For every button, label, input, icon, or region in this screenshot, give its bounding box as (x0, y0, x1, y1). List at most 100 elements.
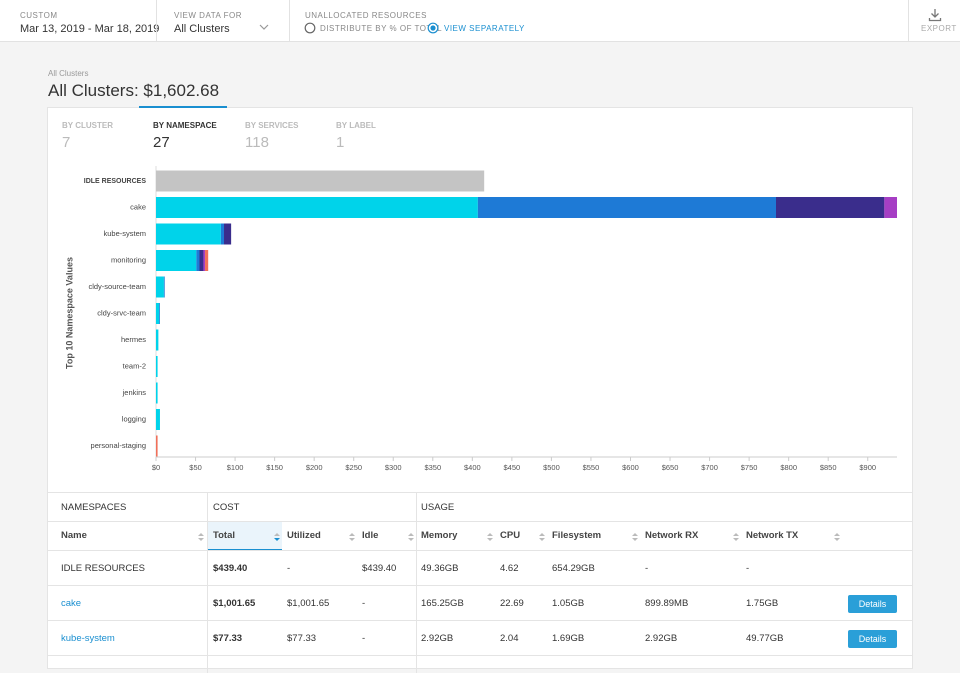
x-tick-label: $500 (543, 463, 560, 472)
table: NAMESPACES COST USAGE Name Total Utilized Idle… (47, 492, 912, 673)
bar-segment (159, 303, 160, 324)
cell: $77.33 (213, 633, 243, 644)
column-header[interactable]: Network RX (645, 530, 699, 541)
sort-icon[interactable] (486, 532, 494, 542)
y-tick-label: personal-staging (91, 441, 146, 450)
cell: 654.29GB (552, 563, 595, 574)
bar-segment (884, 197, 897, 218)
tab-count[interactable]: 7 (62, 134, 71, 151)
x-tick-label: $250 (345, 463, 362, 472)
cell: $77.33 (287, 633, 317, 644)
group-header: NAMESPACES (61, 502, 127, 513)
row-name[interactable]: cake (61, 598, 82, 609)
bar-segment (156, 250, 197, 271)
tab-label[interactable]: BY SERVICES (245, 121, 299, 130)
bar-segment (156, 329, 159, 351)
cell: 4.62 (500, 563, 519, 574)
cell: 22.69 (500, 598, 524, 609)
sort-icon[interactable] (348, 532, 356, 542)
sort-icon[interactable] (538, 532, 546, 542)
cell: - (746, 563, 750, 574)
bar-segment (156, 197, 478, 218)
radio-label[interactable]: VIEW SEPARATELY (444, 24, 525, 33)
bar-segment (156, 276, 164, 298)
tab-label[interactable]: BY LABEL (336, 121, 376, 130)
column-header[interactable]: Idle (362, 530, 379, 541)
toolbar: CUSTOM Mar 13, 2019 - Mar 18, 2019 VIEW … (0, 0, 960, 42)
row-name[interactable]: kube-system (61, 633, 115, 644)
range-label: CUSTOM (20, 11, 58, 20)
row-divider (47, 585, 912, 586)
bar-segment (220, 223, 225, 245)
sort-icon[interactable] (732, 532, 740, 542)
view-select[interactable]: All Clusters (174, 23, 230, 35)
x-tick-label: $400 (464, 463, 481, 472)
bar-segment (477, 197, 777, 218)
bar-segment (224, 223, 232, 245)
sort-icon[interactable] (631, 532, 639, 542)
bar-segment (156, 170, 485, 192)
column-header[interactable]: Utilized (287, 530, 321, 541)
tab-label[interactable]: BY CLUSTER (62, 121, 113, 130)
x-tick-label: $300 (385, 463, 402, 472)
sort-icon[interactable] (407, 532, 415, 542)
column-header[interactable]: CPU (500, 530, 521, 541)
group-header: USAGE (421, 502, 455, 513)
tab-count[interactable]: 1 (336, 134, 345, 151)
column-header[interactable]: Memory (421, 530, 458, 541)
bar-segment (156, 303, 160, 324)
bar-segment (156, 435, 158, 457)
page-title: All Clusters: $1,602.68 (48, 81, 220, 100)
row-divider (47, 655, 912, 656)
column-header[interactable]: Name (61, 530, 87, 541)
bar-segment (199, 250, 204, 271)
x-tick-label: $650 (662, 463, 679, 472)
view-label: VIEW DATA FOR (174, 11, 242, 20)
date-range[interactable]: Mar 13, 2019 - Mar 18, 2019 (20, 23, 160, 35)
y-tick-label: kube-system (103, 229, 146, 238)
sort-icon[interactable] (273, 532, 281, 542)
cell: $1,001.65 (287, 598, 330, 609)
breadcrumb[interactable]: All Clusters (48, 69, 89, 78)
y-tick-label: jenkins (122, 388, 147, 397)
column-header[interactable]: Filesystem (552, 530, 602, 541)
radio-label[interactable]: DISTRIBUTE BY % OF TOTAL (320, 24, 443, 33)
chart: Top 10 Namespace Values $0 $50 $100 $150 $200… (64, 166, 897, 472)
group-header: COST (213, 502, 240, 513)
sort-icon[interactable] (833, 532, 841, 542)
x-tick-label: $600 (622, 463, 639, 472)
x-tick-label: $850 (820, 463, 837, 472)
cell: $439.40 (362, 563, 397, 574)
radio-selected[interactable] (427, 22, 439, 34)
column-divider (207, 493, 208, 673)
x-tick-label: $50 (189, 463, 202, 472)
y-tick-label: cake (130, 202, 146, 211)
x-tick-label: $200 (306, 463, 323, 472)
card: BY CLUSTER 7 BY NAMESPACE 27 BY SERVICES 118 B… (47, 106, 913, 673)
details-button[interactable]: Details (848, 630, 897, 648)
column-header[interactable]: Total (213, 530, 235, 541)
unallocated-label: UNALLOCATED RESOURCES (305, 11, 427, 20)
x-tick-label: $100 (227, 463, 244, 472)
cell: - (362, 598, 366, 609)
export-icon[interactable] (928, 8, 942, 22)
radio[interactable] (304, 22, 316, 34)
separator (156, 0, 157, 41)
header-divider (47, 521, 912, 522)
tab-label[interactable]: BY NAMESPACE (153, 121, 217, 130)
bar-segment (156, 356, 158, 377)
sort-icon[interactable] (197, 532, 205, 542)
cell: - (362, 633, 366, 644)
cell: 1.69GB (552, 633, 585, 644)
y-tick-label: cldy-source-team (88, 282, 146, 291)
cell: 1.75GB (746, 598, 779, 609)
column-header[interactable]: Network TX (746, 530, 799, 541)
separator (289, 0, 290, 41)
x-tick-label: $800 (780, 463, 797, 472)
details-button[interactable]: Details (848, 595, 897, 613)
tab-count[interactable]: 27 (153, 134, 170, 151)
export[interactable]: EXPORT (921, 24, 957, 33)
tab-count[interactable]: 118 (245, 134, 269, 151)
row-name: IDLE RESOURCES (61, 563, 145, 574)
separator (908, 0, 909, 41)
